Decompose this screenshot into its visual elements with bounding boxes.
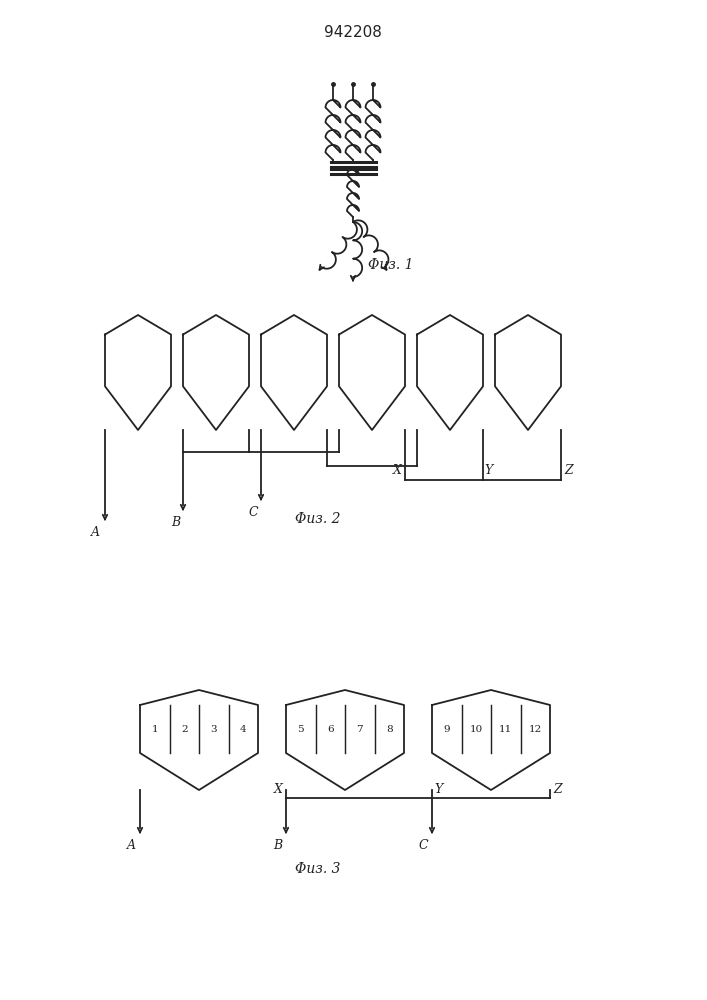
Text: Z: Z: [564, 464, 573, 477]
Text: C: C: [419, 839, 428, 852]
Text: Z: Z: [553, 783, 561, 796]
Text: Φиз. 1: Φиз. 1: [368, 258, 414, 272]
Text: 10: 10: [469, 726, 483, 734]
Text: 2: 2: [181, 726, 187, 734]
Text: 1: 1: [151, 726, 158, 734]
Text: Y: Y: [484, 464, 492, 477]
Text: 4: 4: [240, 726, 247, 734]
Text: 5: 5: [298, 726, 304, 734]
Text: 8: 8: [386, 726, 392, 734]
Text: A: A: [91, 526, 100, 539]
Text: 3: 3: [211, 726, 217, 734]
Text: Φиз. 2: Φиз. 2: [295, 512, 341, 526]
Text: C: C: [248, 506, 258, 519]
Text: 6: 6: [327, 726, 334, 734]
Text: X: X: [274, 783, 283, 796]
Text: X: X: [393, 464, 402, 477]
Text: 942208: 942208: [324, 25, 382, 40]
Text: 12: 12: [529, 726, 542, 734]
Text: 11: 11: [499, 726, 513, 734]
Text: A: A: [127, 839, 136, 852]
Text: Y: Y: [434, 783, 443, 796]
Text: B: B: [171, 516, 180, 529]
Text: B: B: [273, 839, 282, 852]
Text: 9: 9: [443, 726, 450, 734]
Text: Φиз. 3: Φиз. 3: [295, 862, 341, 876]
Text: 7: 7: [356, 726, 363, 734]
